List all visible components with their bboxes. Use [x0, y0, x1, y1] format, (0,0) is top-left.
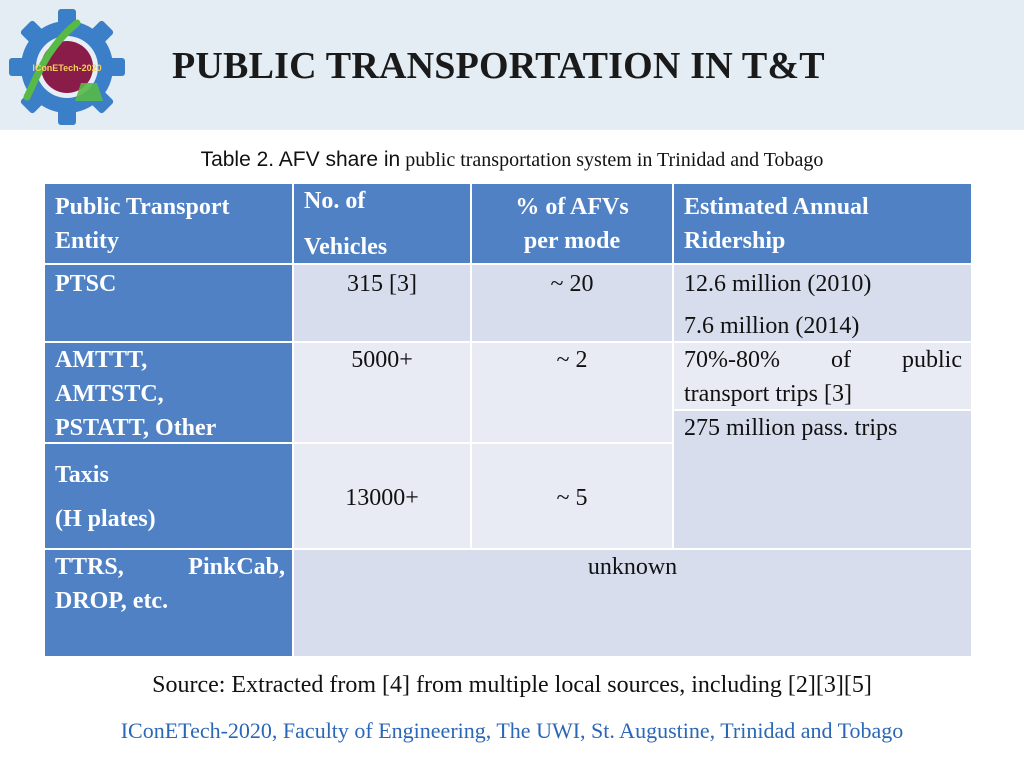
- table-caption: Table 2. AFV share in public transportat…: [0, 148, 1024, 172]
- row-ptsc-afv: ~ 20: [472, 265, 672, 341]
- row-ptsc-ridership: 12.6 million (2010) 7.6 million (2014): [674, 265, 971, 341]
- caption-part2: public transportation system in Trinidad…: [405, 149, 824, 171]
- row-rideshare-merged: unknown: [294, 550, 971, 656]
- header-afv-line2: per mode: [523, 228, 621, 254]
- row-ptsc-entity: PTSC: [45, 265, 292, 341]
- header-ridership: Estimated Annual Ridership: [674, 184, 971, 263]
- row-taxis-afv: ~ 5: [472, 444, 672, 548]
- header-entity-line2: Entity: [55, 228, 120, 254]
- conference-footer: IConETech-2020, Faculty of Engineering, …: [120, 718, 904, 743]
- row-taxis-entity: Taxis (H plates): [45, 444, 292, 548]
- taxis-vehicles: 13000+: [345, 485, 419, 511]
- header-afv-line1: % of AFVs: [515, 194, 629, 220]
- maxi-entity-line1: AMTTT,: [55, 347, 148, 373]
- caption-part1: Table 2. AFV share in: [200, 148, 401, 171]
- maxi-afv: ~ 2: [556, 347, 588, 373]
- maxi-ridership-line3: 275 million pass. trips: [684, 415, 898, 441]
- rideshare-entity-line2: DROP, etc.: [55, 588, 169, 614]
- maxi-entity-line3: PSTATT, Other: [55, 415, 217, 441]
- taxis-afv: ~ 5: [556, 485, 588, 511]
- header-afv-share: % of AFVs per mode: [472, 184, 672, 263]
- header-vehicles-line2: Vehicles: [304, 234, 388, 260]
- maxi-ridership-line1: 70%-80% of public: [684, 347, 962, 373]
- page-title: PUBLIC TRANSPORTATION IN T&T: [172, 45, 825, 87]
- row-rideshare-entity: TTRS, PinkCab, DROP, etc.: [45, 550, 292, 656]
- header-entity-line1: Public Transport: [55, 194, 230, 220]
- row-maxi-entity: AMTTT, AMTSTC, PSTATT, Other: [45, 343, 292, 442]
- header-entity: Public Transport Entity: [45, 184, 292, 263]
- slide-header: IConETech-2020 PUBLIC TRANSPORTATION IN …: [0, 0, 1024, 130]
- logo-text: IConETech-2020: [32, 63, 101, 73]
- ptsc-ridership-line1: 12.6 million (2010): [684, 271, 872, 297]
- ptsc-vehicles: 315 [3]: [347, 271, 417, 297]
- gear-logo-icon: IConETech-2020: [9, 9, 125, 125]
- row-maxi-ridership-share: 70%-80% of public transport trips [3]: [674, 343, 971, 409]
- taxis-entity-line2: (H plates): [55, 506, 156, 532]
- ptsc-entity: PTSC: [55, 271, 117, 297]
- ptsc-afv: ~ 20: [550, 271, 594, 297]
- maxi-ridership-line2: transport trips [3]: [684, 381, 852, 407]
- taxis-entity-line1: Taxis: [55, 462, 109, 488]
- maxi-vehicles: 5000+: [351, 347, 413, 373]
- row-ridership-merged: 275 million pass. trips: [674, 411, 971, 548]
- rideshare-unknown: unknown: [587, 554, 678, 580]
- row-ptsc-vehicles: 315 [3]: [294, 265, 470, 341]
- header-vehicles: No. of Vehicles: [294, 184, 470, 263]
- header-ridership-line1: Estimated Annual: [684, 194, 869, 220]
- row-maxi-vehicles: 5000+: [294, 343, 470, 442]
- header-vehicles-line1: No. of: [304, 188, 366, 214]
- row-maxi-afv: ~ 2: [472, 343, 672, 442]
- ptsc-ridership-line2: 7.6 million (2014): [684, 313, 860, 339]
- row-taxis-vehicles: 13000+: [294, 444, 470, 548]
- header-ridership-line2: Ridership: [684, 228, 786, 254]
- rideshare-entity-line1: TTRS, PinkCab,: [55, 554, 285, 580]
- source-note: Source: Extracted from [4] from multiple…: [152, 672, 872, 698]
- maxi-entity-line2: AMTSTC,: [55, 381, 164, 407]
